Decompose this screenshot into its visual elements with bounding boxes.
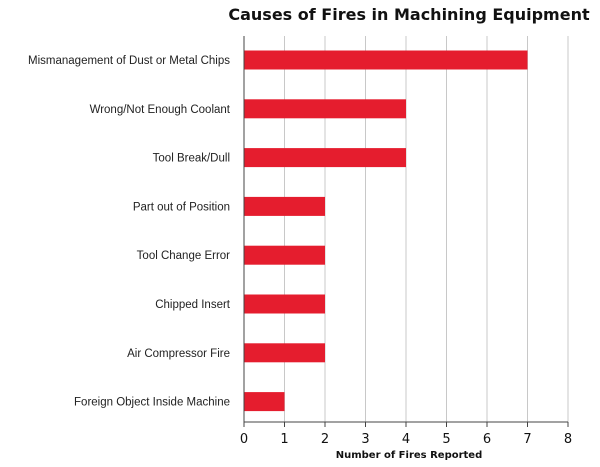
x-axis-title: Number of Fires Reported (336, 450, 483, 461)
x-tick-label-1: 1 (280, 432, 288, 447)
bar-2 (244, 99, 406, 119)
bar-3 (244, 148, 406, 168)
category-label-8: Foreign Object Inside Machine (74, 397, 230, 409)
x-tick-label-6: 6 (483, 432, 491, 447)
x-tick-label-7: 7 (523, 432, 531, 447)
grid-lines (284, 36, 569, 422)
category-label-1: Mismanagement of Dust or Metal Chips (28, 55, 230, 67)
x-tick-label-0: 0 (240, 432, 248, 447)
bars (244, 50, 528, 412)
category-label-3: Tool Break/Dull (153, 153, 230, 165)
x-tick-label-5: 5 (442, 432, 450, 447)
category-label-6: Chipped Insert (155, 299, 231, 311)
bar-4 (244, 196, 325, 216)
bar-8 (244, 392, 285, 412)
bar-7 (244, 343, 325, 363)
x-tick-label-3: 3 (361, 432, 369, 447)
category-label-2: Wrong/Not Enough Coolant (90, 104, 231, 116)
bar-1 (244, 50, 528, 70)
x-tick-label-4: 4 (402, 432, 410, 447)
x-tick-label-2: 2 (321, 432, 329, 447)
category-label-7: Air Compressor Fire (127, 348, 230, 360)
bar-5 (244, 245, 325, 265)
x-tick-label-8: 8 (564, 432, 572, 447)
category-label-4: Part out of Position (133, 201, 230, 213)
bar-6 (244, 294, 325, 314)
x-tick-labels: 0 1 2 3 4 5 6 7 8 (240, 432, 572, 447)
axes (243, 36, 569, 427)
category-label-5: Tool Change Error (137, 250, 230, 262)
chart-title: Causes of Fires in Machining Equipment (228, 5, 590, 24)
category-labels: Mismanagement of Dust or Metal Chips Wron… (28, 55, 231, 409)
